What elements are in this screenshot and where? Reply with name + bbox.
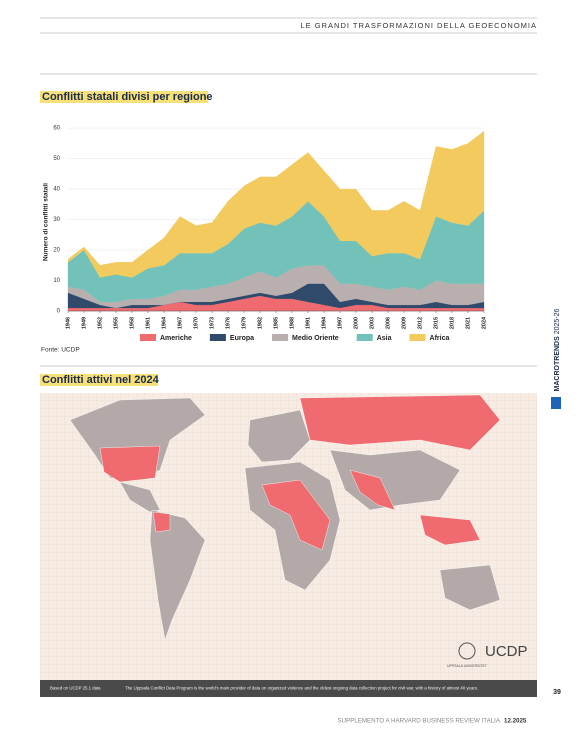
running-title: LE GRANDI TRASFORMAZIONI DELLA GEOECONOM… (301, 21, 537, 30)
footer-issue: 12.2025 (504, 718, 527, 725)
legend-label: Asia (377, 335, 392, 342)
x-tick-label: 1994 (321, 316, 327, 329)
x-tick-label: 1997 (337, 317, 343, 329)
russia (299, 394, 501, 451)
x-tick-label: 1991 (305, 317, 311, 329)
y-tick-label: 20 (53, 248, 60, 254)
legend-swatch (272, 334, 289, 341)
legend-label: Medio Oriente (292, 335, 339, 342)
side-label-main: MACROTRENDS (554, 336, 561, 392)
legend-swatch (140, 334, 156, 341)
x-tick-label: 1961 (145, 317, 151, 329)
x-tick-label: 1946 (65, 317, 71, 329)
uu-seal (458, 642, 476, 660)
y-axis-label: Numero di conflitti statali (43, 183, 50, 261)
x-tick-label: 2000 (353, 317, 359, 329)
title-highlight (40, 374, 158, 386)
x-tick-label: 1952 (97, 317, 103, 329)
plot: 0 10 20 30 40 50 60 1946 1949 1952 1955 1958 1961 196… (53, 126, 487, 329)
y-tick-label: 10 (53, 278, 60, 284)
x-tick-label: 2021 (465, 317, 471, 329)
x-tick-label: 2015 (433, 317, 439, 329)
europe (247, 409, 311, 463)
caption: The Uppsala Conflict Data Program is the… (125, 686, 478, 691)
side-label-year: 2025-26 (554, 308, 561, 334)
x-tick-label: 2018 (449, 317, 455, 329)
x-tick-label: 1976 (225, 317, 231, 329)
x-tick-label: 1988 (289, 317, 295, 329)
x-tick-label: 2012 (417, 317, 423, 329)
y-tick-label: 30 (53, 217, 60, 223)
africa-conflicts (261, 479, 331, 551)
area (67, 130, 485, 278)
x-tick-label: 2006 (385, 317, 391, 329)
x-tick-label: 1970 (193, 317, 199, 329)
asia (329, 449, 461, 511)
colombia (152, 511, 171, 533)
x-tick-label: 1979 (241, 317, 247, 329)
x-tick-label: 1958 (129, 317, 135, 329)
legend-label: Africa (430, 335, 450, 342)
y-tick-label: 0 (57, 309, 61, 315)
southeast-asia (419, 514, 481, 546)
x-tick-label: 1985 (273, 317, 279, 329)
australia (439, 564, 501, 611)
y-tick-label: 50 (53, 156, 60, 162)
x-tick-label: 1964 (161, 316, 167, 329)
legend-swatch (356, 334, 373, 341)
chart-title: Conflitti statali divisi per regione (42, 91, 213, 103)
x-tick-label: 1955 (113, 317, 119, 329)
usa (99, 445, 161, 483)
x-tick-label: 2024 (481, 316, 487, 329)
x-tick-label: 1973 (209, 317, 215, 329)
caption-source: Based on UCDP 25.1 data (50, 686, 101, 691)
x-tick-label: 2009 (401, 317, 407, 329)
logo: UCDP (485, 643, 528, 660)
map-caption-bar (40, 680, 537, 697)
y-tick-label: 60 (53, 126, 60, 132)
side-tab (551, 397, 561, 409)
map-title: Conflitti attivi nel 2024 (42, 374, 160, 386)
x-tick-label: 1982 (257, 317, 263, 329)
south-asia (349, 469, 396, 511)
x-tick-label: 1949 (81, 317, 87, 329)
legend: Americhe Europa Medio Oriente Asia Africa (140, 334, 449, 342)
title-highlight (40, 91, 208, 103)
logo-sub: UPPSALA UNIVERSITET (447, 664, 488, 668)
south-america (149, 509, 206, 641)
x-tick-label: 1967 (177, 317, 183, 329)
legend-swatch (209, 334, 226, 341)
footer: SUPPLEMENTO A HARVARD BUSINESS REVIEW IT… (337, 718, 500, 725)
map-land (69, 394, 501, 641)
x-tick-label: 2003 (369, 317, 375, 329)
legend-label: Europa (230, 335, 254, 342)
page-number: 39 (553, 689, 561, 696)
side-label: MACROTRENDS 2025-26 (554, 308, 561, 391)
y-tick-label: 40 (53, 187, 60, 193)
legend-label: Americhe (160, 335, 192, 342)
source: Fonte: UCDP (41, 347, 80, 354)
legend-swatch (409, 334, 426, 341)
